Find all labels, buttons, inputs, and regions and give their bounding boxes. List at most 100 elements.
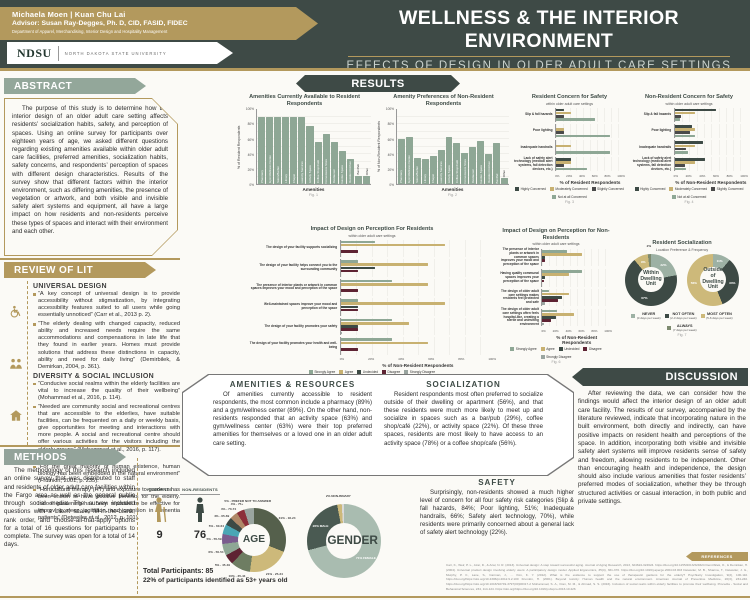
nonresidents-cell: NON-RESIDENTS 76: [180, 487, 220, 541]
row-bars: [673, 156, 748, 172]
legend-swatch: [382, 369, 387, 374]
residents-cell: RESIDENTS 9: [141, 487, 178, 541]
findings-panel: AMENITIES & RESOURCES Of amenities curre…: [182, 374, 574, 476]
bar: Laundry Services: [298, 117, 306, 185]
bar-label: Other: [364, 167, 369, 175]
legend: Highly Concerned Moderately Concerned Slig…: [514, 186, 625, 199]
safety-heading: SAFETY: [478, 478, 516, 487]
references-list: Carr, K., Weir, P. L., Azar, D., & Azar,…: [446, 563, 748, 592]
legend-item: Strongly Agree: [510, 346, 537, 351]
bar-label: Pharmacy: [259, 170, 264, 184]
legend-label: Strongly Disagree: [546, 354, 572, 359]
authors-ribbon: Michaela Moen | Kuan Chu Lai Advisor: Su…: [0, 7, 318, 40]
legend-item: Disagree: [583, 346, 602, 351]
bar: Bar/Pub: [354, 164, 363, 185]
bar: [542, 299, 558, 302]
chart-rows: Slip & fall hazards Poor lighting Inadequa…: [514, 107, 625, 172]
legend-item: Highly Concerned: [634, 186, 665, 191]
bar: Resident Kitchen: [485, 154, 493, 185]
x-tick-label: 40%: [565, 328, 572, 333]
legend-label: Slightly Concerned: [716, 186, 744, 191]
chart-subtitle: within older adult care settings: [665, 101, 713, 106]
bar: [340, 318, 392, 322]
x-tick-label: 20%: [566, 173, 573, 178]
row-bars: [339, 298, 496, 316]
x-tick-label: 0%: [673, 173, 678, 178]
abstract-text: The purpose of this study is to determin…: [12, 105, 168, 235]
methods-heading: METHODS: [4, 449, 126, 465]
legend: Strongly Agree Agree Undecided Disagree Stro…: [500, 346, 612, 359]
bar: [674, 158, 706, 161]
y-tick-label: 20%: [247, 168, 254, 172]
row-bars: [673, 140, 748, 155]
legend-text: NOT OFTEN (2-3 days per week): [670, 312, 697, 320]
legend: Highly Concerned Moderately Concerned Slig…: [630, 186, 748, 199]
x-tick-label: 60%: [591, 173, 598, 178]
x-tick-label: 40%: [578, 173, 585, 178]
bar: [556, 167, 588, 171]
chart-row: Well-maintained spaces improve your mood…: [248, 298, 496, 316]
row-label: Poor lighting: [532, 128, 553, 133]
slice-label: 5% - 60-64: [208, 524, 224, 529]
chart-subtitle: Location Preference & Frequency: [655, 247, 709, 252]
legend-label: Disagree: [387, 369, 401, 374]
bar: Library: [282, 117, 290, 185]
bar-label: Gym/Wellness Center: [407, 155, 412, 184]
x-axis-scale: 0% 20% 40% 60% 80% 100%: [541, 329, 612, 333]
y-tick-label: 100%: [245, 107, 254, 112]
figure-caption: Fig. 4: [684, 199, 694, 204]
bar-label: Chapel: [291, 174, 296, 184]
bar: [542, 249, 568, 253]
slice-label: 4% - 70-74: [220, 507, 237, 512]
bar: [542, 313, 575, 316]
legend-swatch: [308, 369, 313, 374]
chart-row: Poor lighting: [630, 123, 748, 139]
house-icon: [9, 409, 22, 421]
chart-subtitle: within older adult care settings: [348, 233, 396, 238]
bar: Pharmacy: [258, 117, 266, 185]
bar: [542, 292, 569, 296]
bar: [542, 259, 545, 263]
x-axis-label: Amenities: [302, 187, 325, 193]
bar: Restaurant: [330, 142, 338, 185]
legend-item: ALWAYS (7 days per week): [667, 324, 697, 332]
x-tick-label: 0%: [541, 328, 546, 333]
reference: Carr, K., Weir, P. L., Azar, D., & Azar,…: [446, 563, 705, 567]
legend-item: Not at all Concerned: [671, 194, 706, 199]
age-note: 22% of participants identified as 53+ ye…: [143, 577, 288, 584]
bar: Salon/Barber: [413, 157, 421, 185]
legend-swatch: [711, 186, 716, 191]
bar-label: Bar/Pub: [494, 172, 499, 184]
review-icon-rail: [4, 281, 28, 445]
bar: [556, 131, 564, 134]
bar-label: Laundry Services: [299, 160, 304, 184]
bar: [674, 147, 687, 151]
legend-swatch: [510, 346, 515, 351]
poster-title: WELLNESS & THE INTERIOR ENVIRONMENT: [398, 7, 680, 52]
chart-row: Lack of safety alert technology (medical…: [514, 156, 625, 172]
wheelchair-icon: [10, 305, 21, 317]
review-text: UNIVERSAL DESIGN “A key concept of unive…: [28, 281, 180, 521]
legend-item: Strongly Disagree: [540, 354, 572, 359]
figure-caption: Fig. 7: [677, 332, 687, 337]
donut-center-label: AGE: [242, 534, 266, 546]
findings-panel-inner: AMENITIES & RESOURCES Of amenities curre…: [183, 375, 573, 475]
legend-swatch: [552, 194, 557, 199]
donut-center-label: GENDER: [327, 533, 378, 548]
chart-row: Inadequate handrails: [630, 140, 748, 155]
row-label: The design of your facility promotes you…: [249, 341, 338, 350]
row-label: Slip & fall hazards: [525, 111, 553, 116]
legend-item: Slightly Concerned: [711, 186, 744, 191]
bar: [542, 273, 569, 276]
bar: Coffee Shop/Café: [453, 142, 461, 185]
legend-text: ALWAYS (7 days per week): [673, 324, 697, 332]
impact-perception-residents-chart: Impact of Design on Perception For Resid…: [248, 226, 496, 379]
donut-row: Within Dwelling Unit 22% 67% 9% 2% Outside of…: [616, 244, 748, 306]
bar: [674, 111, 696, 115]
slice-label: 22%: [660, 262, 667, 267]
legend-item: NEVER (0 days per week): [631, 312, 661, 320]
university-name: NORTH DAKOTA STATE UNIVERSITY: [64, 50, 167, 56]
bar: Activity Space: [445, 136, 453, 185]
amenity-preferences-chart: Amenity Preferences of Non-Resident Resp…: [377, 94, 509, 197]
chart-row: Poor lighting: [514, 123, 625, 139]
